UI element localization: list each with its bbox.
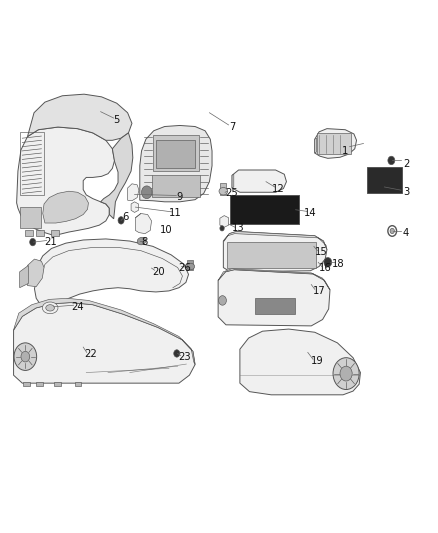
Text: 19: 19	[311, 356, 323, 366]
Text: 25: 25	[225, 188, 237, 198]
Polygon shape	[232, 174, 234, 188]
Polygon shape	[232, 170, 286, 192]
Polygon shape	[223, 231, 327, 249]
Circle shape	[333, 358, 359, 390]
Text: 24: 24	[71, 302, 84, 312]
Bar	[36, 230, 44, 236]
Text: 26: 26	[179, 263, 191, 273]
Circle shape	[220, 225, 224, 231]
Polygon shape	[35, 239, 188, 306]
Text: 17: 17	[313, 286, 325, 296]
Bar	[23, 382, 30, 386]
Bar	[152, 175, 200, 197]
Text: 11: 11	[169, 208, 182, 219]
Circle shape	[388, 156, 395, 165]
Ellipse shape	[137, 237, 146, 245]
Bar	[187, 260, 193, 270]
Ellipse shape	[219, 188, 228, 195]
Bar	[230, 195, 299, 224]
Bar	[74, 382, 81, 386]
Text: 16: 16	[319, 263, 332, 272]
Polygon shape	[17, 127, 115, 235]
Polygon shape	[14, 298, 195, 365]
Ellipse shape	[42, 302, 58, 314]
Bar	[25, 230, 33, 236]
Text: 2: 2	[403, 159, 410, 168]
Circle shape	[141, 186, 152, 199]
Circle shape	[14, 343, 37, 370]
Bar	[156, 140, 195, 168]
Polygon shape	[218, 269, 330, 290]
Polygon shape	[220, 216, 229, 227]
Polygon shape	[101, 133, 133, 219]
Bar	[36, 382, 43, 386]
Circle shape	[324, 257, 332, 267]
Text: 8: 8	[141, 237, 147, 247]
Ellipse shape	[187, 263, 194, 270]
Polygon shape	[135, 214, 152, 233]
Polygon shape	[14, 303, 195, 383]
Polygon shape	[315, 138, 317, 153]
Ellipse shape	[46, 305, 54, 311]
Text: 14: 14	[304, 208, 317, 219]
Bar	[20, 132, 44, 195]
Text: 4: 4	[403, 228, 409, 238]
Circle shape	[340, 366, 352, 381]
Bar	[153, 135, 199, 171]
Bar	[318, 133, 351, 154]
Circle shape	[118, 216, 124, 224]
Text: 6: 6	[122, 212, 129, 222]
Text: 10: 10	[159, 225, 172, 236]
Polygon shape	[28, 94, 132, 140]
Polygon shape	[127, 184, 139, 201]
Bar	[227, 242, 316, 268]
Circle shape	[30, 238, 36, 246]
Circle shape	[390, 228, 394, 233]
Bar	[254, 298, 295, 314]
Polygon shape	[131, 202, 138, 213]
Text: 22: 22	[84, 349, 97, 359]
Text: 21: 21	[44, 237, 57, 247]
Text: 15: 15	[315, 247, 328, 257]
Circle shape	[21, 351, 30, 362]
Bar	[220, 183, 226, 195]
Bar	[53, 382, 60, 386]
Polygon shape	[140, 125, 212, 202]
Polygon shape	[20, 265, 28, 288]
Text: 7: 7	[229, 122, 235, 132]
Text: 3: 3	[403, 187, 409, 197]
Bar	[20, 207, 41, 228]
Circle shape	[174, 350, 180, 357]
Polygon shape	[28, 259, 44, 287]
Text: 1: 1	[342, 146, 348, 156]
Text: 5: 5	[113, 115, 120, 125]
Text: 20: 20	[152, 267, 164, 277]
Bar	[367, 167, 402, 193]
Text: 9: 9	[177, 192, 183, 202]
Polygon shape	[315, 128, 357, 158]
Text: 13: 13	[232, 223, 245, 233]
Polygon shape	[240, 329, 360, 395]
Polygon shape	[223, 231, 327, 272]
Polygon shape	[218, 270, 330, 326]
Polygon shape	[43, 191, 88, 223]
Bar	[51, 230, 59, 236]
Text: 18: 18	[332, 259, 345, 269]
Text: 12: 12	[272, 183, 285, 193]
Circle shape	[219, 296, 226, 305]
Text: 23: 23	[178, 352, 191, 361]
